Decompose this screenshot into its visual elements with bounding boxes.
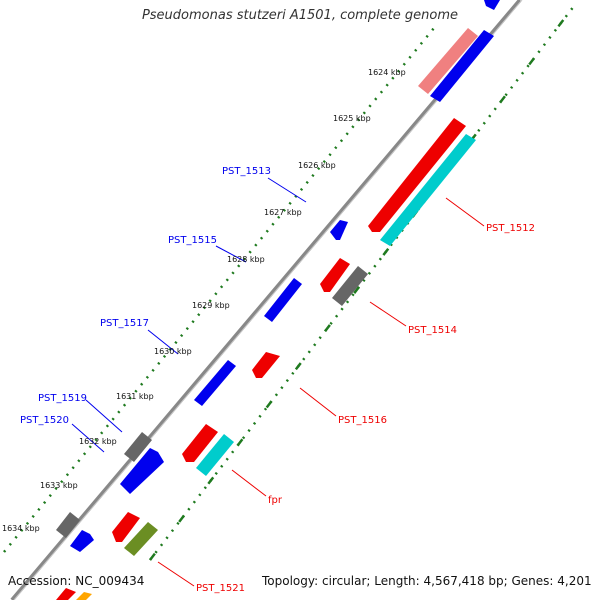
gene-label-pst1519: PST_1519 — [38, 393, 87, 404]
inner-major-ticks — [149, 5, 575, 561]
gene-label-pst1520: PST_1520 — [20, 415, 69, 426]
callout-lines — [71, 177, 485, 587]
kbp-label: 1634 kbp — [2, 524, 40, 533]
gene-faded-top — [418, 28, 478, 94]
gene-bottom-red — [56, 588, 76, 600]
callout-pst1520 — [71, 423, 105, 453]
kbp-label: 1630 kbp — [154, 347, 192, 356]
gene-pst1515 — [264, 278, 302, 322]
gene-pst1512 — [368, 118, 466, 232]
callout-pst1516 — [299, 387, 337, 417]
genome-title: Pseudomonas stutzeri A1501, complete gen… — [141, 8, 459, 23]
gene-pst1521-olive — [124, 522, 158, 556]
gene-forward-top-2 — [484, 0, 500, 10]
callout-pst1514 — [369, 301, 407, 327]
gene-pst1520 — [120, 448, 164, 494]
gene-pst1519 — [124, 432, 152, 462]
gene-labels: PST_1513 PST_1515 PST_1517 PST_1519 PST_… — [20, 166, 535, 594]
kbp-label: 1625 kbp — [333, 114, 371, 123]
gene-gray-lower — [56, 512, 80, 538]
gene-blue-lower — [70, 530, 94, 552]
gene-label-fpr: fpr — [268, 495, 283, 506]
gene-label-pst1516: PST_1516 — [338, 415, 387, 426]
gene-pst1512-cyan — [380, 134, 476, 246]
kbp-label: 1629 kbp — [192, 301, 230, 310]
accession-text: Accession: NC_009434 — [8, 574, 145, 588]
gene-label-pst1515: PST_1515 — [168, 235, 217, 246]
gene-label-pst1514: PST_1514 — [408, 325, 457, 336]
gene-label-pst1517: PST_1517 — [100, 318, 149, 329]
kbp-label: 1626 kbp — [298, 161, 336, 170]
callout-pst1521 — [157, 561, 195, 587]
callout-pst1512 — [445, 197, 485, 227]
callout-pst1513 — [267, 177, 307, 203]
gene-pst1517 — [194, 360, 236, 406]
callout-fpr — [231, 469, 267, 497]
gene-pst1513 — [330, 220, 348, 240]
gene-label-pst1513: PST_1513 — [222, 166, 271, 177]
gene-bottom-orange — [76, 592, 92, 600]
gene-pst1516 — [252, 352, 280, 378]
kbp-label: 1633 kbp — [40, 481, 78, 490]
kbp-label: 1632 kbp — [79, 437, 117, 446]
gene-label-pst1521: PST_1521 — [196, 583, 245, 594]
gene-forward-top — [430, 30, 494, 102]
genome-summary-text: Topology: circular; Length: 4,567,418 bp… — [262, 574, 592, 588]
callout-pst1517 — [147, 329, 179, 355]
kbp-label: 1624 kbp — [368, 68, 406, 77]
reverse-strand-genes — [56, 118, 476, 600]
gene-label-pst1512: PST_1512 — [486, 223, 535, 234]
gene-pst1521-red — [112, 512, 140, 542]
gene-fpr-red — [182, 424, 218, 462]
kbp-label: 1627 kbp — [264, 208, 302, 217]
callout-pst1515 — [215, 245, 247, 263]
outer-tick-ring — [3, 27, 435, 553]
genome-backbone — [10, 0, 522, 602]
kbp-label: 1628 kbp — [227, 255, 265, 264]
callout-pst1519 — [85, 399, 123, 433]
kbp-labels: 1624 kbp 1625 kbp 1626 kbp 1627 kbp 1628… — [2, 68, 406, 533]
forward-strand-genes — [56, 0, 500, 552]
gene-pst1514-gray — [332, 266, 368, 306]
gene-pst1514 — [320, 258, 350, 292]
gene-fpr-cyan — [196, 434, 234, 476]
kbp-label: 1631 kbp — [116, 392, 154, 401]
